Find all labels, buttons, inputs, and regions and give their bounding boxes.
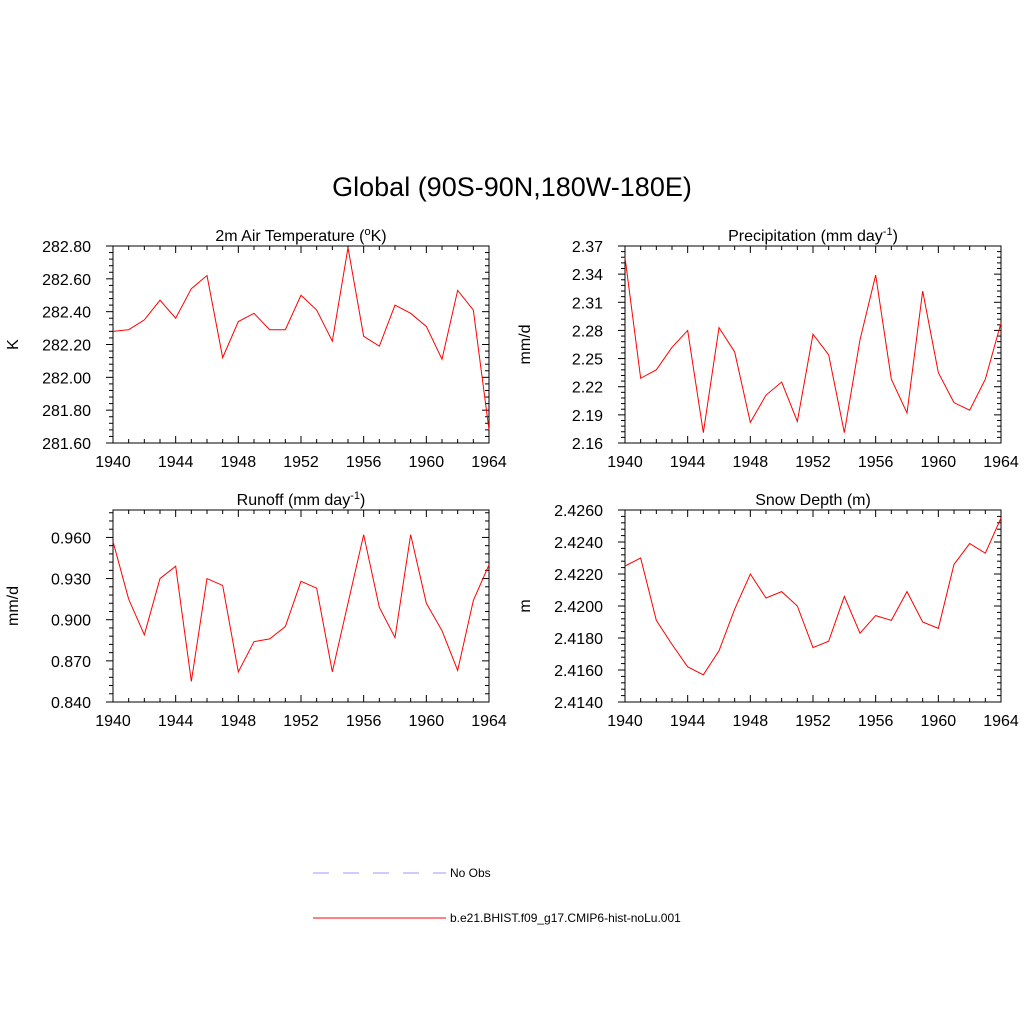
y-tick-label: 282.20	[42, 338, 91, 355]
x-tick-label: 1952	[795, 454, 831, 471]
y-tick-label: 2.4260	[554, 503, 603, 520]
legend-label-no-obs: No Obs	[450, 866, 491, 880]
x-tick-label: 1964	[471, 454, 507, 471]
y-tick-label: 0.900	[51, 613, 91, 630]
y-tick-label: 282.60	[42, 272, 91, 289]
x-tick-label: 1956	[858, 454, 894, 471]
y-tick-label: 2.28	[572, 323, 603, 340]
y-tick-label: 2.4180	[554, 631, 603, 648]
x-tick-label: 1948	[733, 713, 769, 730]
chart-panel-2: 1940 1944 1948 1952 1956 1960 1964 2.16 2.19 2.22…	[517, 226, 1019, 471]
y-tick-label: 2.4160	[554, 663, 603, 680]
chart-panel-3: 1940 1944 1948 1952 1956 1960 1964 0.840 0.870 0.…	[5, 490, 507, 730]
chart-panel-1: 1940 1944 1948 1952 1956 1960 1964 281.60 281.80…	[5, 226, 507, 471]
legend: No Obs b.e21.BHIST.f09_g17.CMIP6-hist-no…	[313, 866, 681, 925]
plot-frame	[624, 509, 1002, 703]
x-tick-label: 1960	[921, 713, 957, 730]
x-tick-label: 1956	[858, 713, 894, 730]
panel-title: Precipitation (mm day-1)	[728, 226, 898, 245]
series-line-1	[624, 517, 1002, 676]
y-tick-label: 282.80	[42, 239, 91, 256]
y-tick-label: 0.840	[51, 695, 91, 712]
x-tick-label: 1960	[921, 454, 957, 471]
x-tick-label: 1952	[283, 454, 319, 471]
chart-panel-4: 1940 1944 1948 1952 1956 1960 1964 2.4140 2.4160…	[517, 492, 1019, 730]
y-tick-label: 2.4140	[554, 695, 603, 712]
y-axis-label: K	[5, 339, 22, 350]
y-tick-label: 0.930	[51, 572, 91, 589]
y-tick-label: 281.60	[42, 436, 91, 453]
y-tick-label: 2.16	[572, 436, 603, 453]
y-tick-label: 2.4220	[554, 567, 603, 584]
x-tick-label: 1944	[670, 454, 706, 471]
y-tick-label: 282.40	[42, 305, 91, 322]
x-tick-label: 1948	[221, 713, 257, 730]
x-tick-label: 1940	[95, 713, 131, 730]
figure-title: Global (90S-90N,180W-180E)	[332, 172, 692, 202]
plot-frame	[624, 245, 1002, 444]
y-axis-label: mm/d	[517, 325, 534, 365]
x-tick-label: 1956	[346, 713, 382, 730]
y-tick-label: 2.4240	[554, 535, 603, 552]
x-tick-label: 1944	[158, 713, 194, 730]
y-tick-label: 2.25	[572, 352, 603, 369]
x-tick-label: 1964	[471, 713, 507, 730]
plot-frame	[112, 245, 490, 444]
y-tick-label: 2.34	[572, 267, 603, 284]
x-tick-label: 1940	[95, 454, 131, 471]
x-tick-label: 1940	[607, 713, 643, 730]
y-axis-label: m	[517, 599, 534, 612]
x-tick-label: 1952	[795, 713, 831, 730]
x-tick-label: 1964	[983, 454, 1019, 471]
y-tick-label: 282.00	[42, 370, 91, 387]
x-tick-label: 1948	[733, 454, 769, 471]
y-tick-label: 2.31	[572, 295, 603, 312]
x-tick-label: 1948	[221, 454, 257, 471]
series-line-1	[112, 534, 490, 682]
legend-label-model: b.e21.BHIST.f09_g17.CMIP6-hist-noLu.001	[450, 911, 681, 925]
y-tick-label: 2.4200	[554, 599, 603, 616]
x-tick-label: 1944	[670, 713, 706, 730]
y-tick-label: 0.960	[51, 530, 91, 547]
y-tick-label: 0.870	[51, 654, 91, 671]
plot-frame	[112, 509, 490, 703]
y-tick-label: 281.80	[42, 403, 91, 420]
y-tick-label: 2.37	[572, 239, 603, 256]
panel-title: Runoff (mm day-1)	[237, 490, 366, 509]
x-tick-label: 1940	[607, 454, 643, 471]
panel-title: Snow Depth (m)	[755, 492, 871, 509]
series-line-1	[624, 257, 1002, 433]
x-tick-label: 1952	[283, 713, 319, 730]
chart-panels: 1940 1944 1948 1952 1956 1960 1964 281.60 281.80…	[5, 226, 1019, 730]
x-tick-label: 1960	[409, 713, 445, 730]
series-line-1	[112, 247, 490, 430]
y-tick-label: 2.22	[572, 380, 603, 397]
panel-title: 2m Air Temperature (oK)	[215, 226, 386, 245]
x-tick-label: 1964	[983, 713, 1019, 730]
x-tick-label: 1944	[158, 454, 194, 471]
x-tick-label: 1960	[409, 454, 445, 471]
x-tick-label: 1956	[346, 454, 382, 471]
y-tick-label: 2.19	[572, 408, 603, 425]
y-axis-label: mm/d	[5, 586, 22, 626]
